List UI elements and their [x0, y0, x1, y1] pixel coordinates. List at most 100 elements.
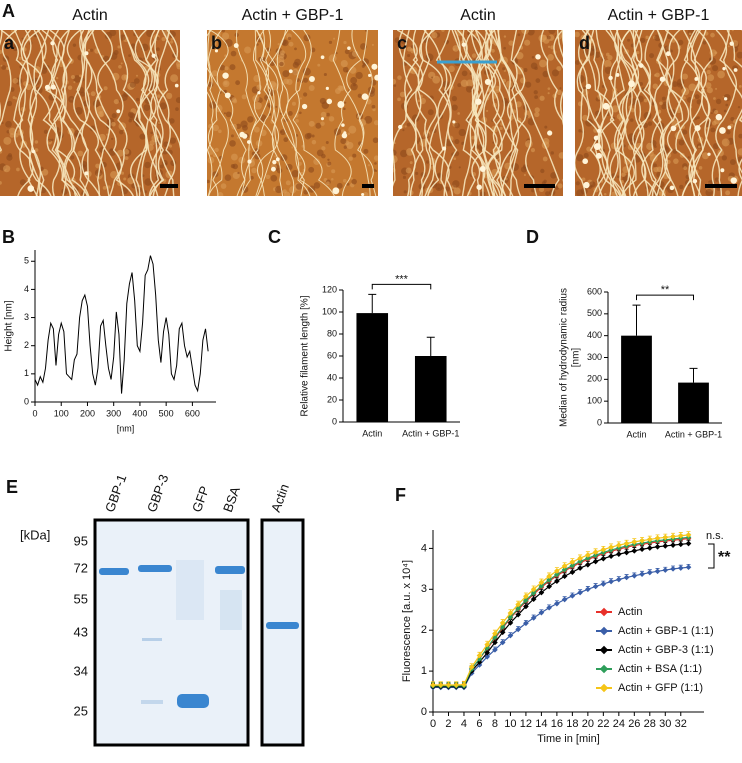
unit-label: [kDa] — [20, 527, 50, 542]
texture — [321, 146, 326, 151]
filament — [697, 30, 723, 196]
texture — [374, 169, 378, 172]
texture — [710, 112, 713, 115]
texture — [534, 107, 540, 113]
y-tick-label: 4 — [24, 284, 29, 294]
texture — [346, 182, 350, 186]
line — [433, 542, 689, 688]
texture — [169, 118, 175, 124]
texture — [547, 87, 551, 91]
band — [266, 622, 299, 629]
x-tick-label: Actin + GBP-1 — [402, 428, 459, 438]
marker — [499, 629, 506, 636]
marker — [662, 543, 669, 549]
x-tick-label: 24 — [613, 718, 625, 730]
filament — [467, 30, 506, 196]
marker — [507, 620, 514, 626]
texture — [67, 85, 73, 90]
legend-label: Actin + GBP-3 (1:1) — [618, 644, 714, 656]
particle — [174, 83, 179, 88]
marker — [631, 539, 638, 545]
texture — [120, 62, 123, 65]
texture — [265, 174, 271, 180]
filament — [62, 30, 81, 196]
particle — [44, 84, 51, 90]
particle — [398, 124, 403, 130]
texture — [350, 177, 353, 180]
particle — [214, 49, 219, 53]
texture — [340, 138, 347, 145]
texture — [706, 69, 711, 75]
error-bar — [368, 293, 377, 314]
marker — [577, 555, 583, 562]
texture — [143, 190, 147, 194]
texture — [407, 54, 411, 58]
y-tick-label: 600 — [587, 286, 602, 296]
texture — [40, 67, 48, 74]
particle — [320, 117, 325, 121]
filament — [711, 30, 737, 196]
texture — [294, 47, 297, 51]
texture — [311, 134, 315, 138]
filament — [207, 30, 229, 196]
texture — [95, 163, 100, 169]
texture — [230, 134, 234, 138]
particle — [692, 178, 698, 184]
texture — [458, 166, 461, 169]
particle — [326, 98, 333, 105]
marker — [654, 535, 661, 542]
particle — [615, 73, 620, 77]
marker — [492, 639, 498, 646]
texture — [725, 190, 731, 196]
texture — [224, 66, 229, 71]
marker — [546, 573, 552, 580]
texture — [373, 155, 378, 161]
filament — [207, 30, 222, 196]
texture — [452, 180, 460, 188]
texture — [427, 109, 434, 116]
afm-image — [393, 30, 563, 196]
texture — [231, 97, 237, 103]
texture — [342, 178, 347, 183]
texture — [679, 184, 684, 190]
afm-image — [575, 30, 742, 196]
filament — [595, 30, 609, 196]
texture — [545, 191, 550, 196]
texture — [702, 40, 707, 45]
texture — [327, 161, 332, 166]
particle — [484, 78, 491, 85]
smear — [176, 560, 204, 620]
filament — [664, 30, 694, 196]
filament — [609, 30, 626, 196]
y-tick-label: 100 — [587, 396, 602, 406]
texture — [14, 97, 18, 100]
line — [433, 566, 689, 689]
texture — [399, 91, 406, 98]
texture — [611, 191, 617, 196]
texture — [291, 170, 299, 178]
y-tick-label: 4 — [421, 542, 427, 554]
texture — [649, 154, 658, 162]
gel — [93, 518, 305, 747]
texture — [431, 76, 434, 79]
texture — [465, 79, 474, 87]
y-axis-label: Height [nm] — [4, 300, 15, 351]
marker — [639, 546, 645, 553]
texture — [458, 128, 466, 137]
texture — [409, 161, 413, 165]
texture — [135, 74, 139, 77]
texture — [630, 108, 635, 113]
texture — [313, 158, 321, 165]
texture — [110, 171, 118, 179]
line — [34, 255, 209, 394]
texture — [559, 87, 562, 90]
texture — [527, 30, 535, 36]
texture — [96, 105, 105, 114]
texture — [640, 37, 646, 43]
texture — [364, 30, 368, 32]
texture — [109, 148, 113, 152]
error-bar — [426, 336, 435, 356]
marker — [538, 589, 545, 596]
marker — [468, 664, 475, 670]
